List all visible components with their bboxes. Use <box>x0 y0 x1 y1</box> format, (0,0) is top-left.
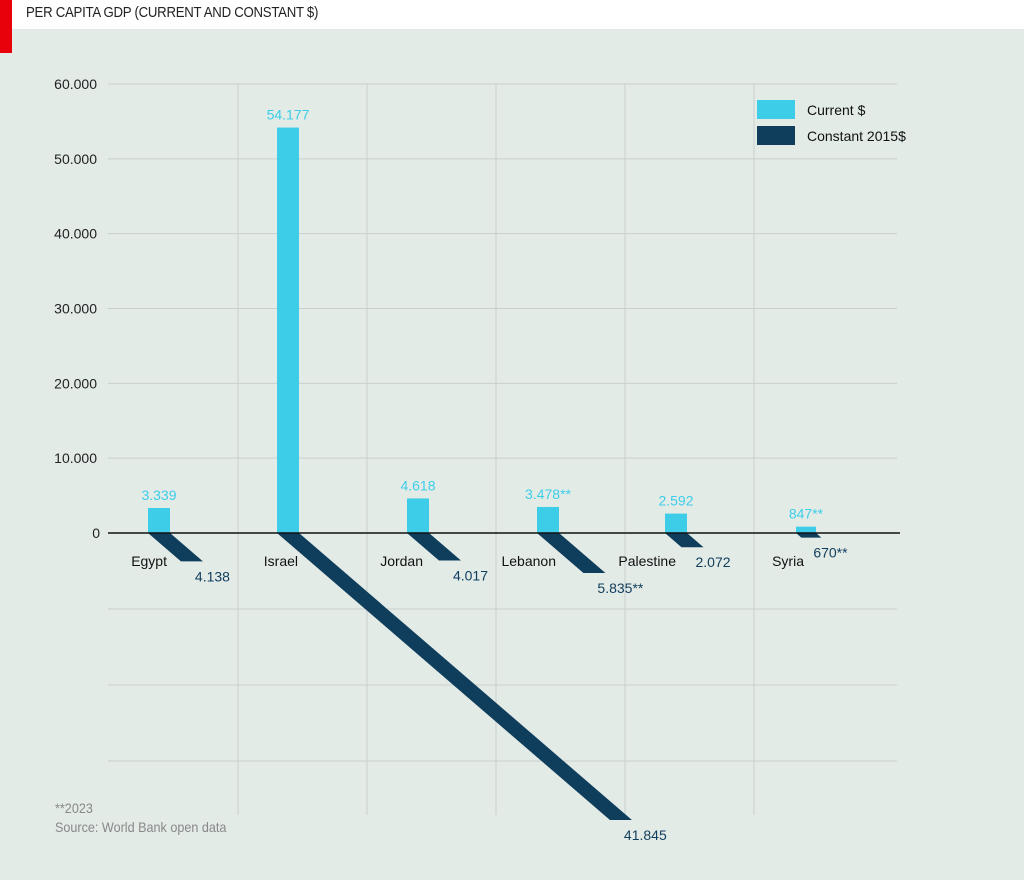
bar-current-syria <box>796 526 816 533</box>
bar-constant-jordan <box>407 533 461 561</box>
chart-title: PER CAPITA GDP (CURRENT AND CONSTANT $) <box>26 4 319 21</box>
value-label-constant: 4.138 <box>195 568 230 584</box>
category-label: Lebanon <box>501 553 556 569</box>
value-label-current: 2.592 <box>658 493 693 509</box>
value-label-constant: 2.072 <box>695 554 730 570</box>
value-label-current: 4.618 <box>400 477 435 493</box>
header-bar <box>0 0 1024 29</box>
y-tick-label: 20.000 <box>54 375 97 391</box>
value-label-current: 3.339 <box>141 487 176 503</box>
category-label: Syria <box>772 553 804 569</box>
value-label-constant: 5.835** <box>597 580 643 596</box>
value-label-current: 54.177 <box>267 107 310 123</box>
footnote: **2023 <box>55 800 93 816</box>
legend-label-constant: Constant 2015$ <box>807 128 906 144</box>
category-label: Israel <box>264 553 298 569</box>
y-tick-label: 60.000 <box>54 76 97 92</box>
y-tick-label: 50.000 <box>54 151 97 167</box>
bar-constant-syria <box>796 533 822 538</box>
y-tick-label: 10.000 <box>54 450 97 466</box>
category-label: Jordan <box>380 553 423 569</box>
value-label-constant: 41.845 <box>624 827 667 843</box>
value-label-constant: 4.017 <box>453 568 488 584</box>
bar-constant-palestine <box>665 533 704 548</box>
y-tick-label: 40.000 <box>54 226 97 242</box>
legend-label-current: Current $ <box>807 102 866 118</box>
category-label: Palestine <box>618 553 676 569</box>
accent-mark <box>0 0 12 53</box>
source-note: Source: World Bank open data <box>55 819 227 835</box>
legend-swatch-current <box>757 100 795 119</box>
bar-current-israel <box>277 127 299 534</box>
value-label-current: 3.478** <box>525 486 571 502</box>
value-label-constant: 670** <box>813 545 848 561</box>
bar-current-palestine <box>665 513 687 533</box>
y-tick-label: 30.000 <box>54 301 97 317</box>
bar-constant-lebanon <box>537 533 606 574</box>
bar-current-lebanon <box>537 506 559 533</box>
legend-swatch-constant <box>757 126 795 145</box>
bar-current-egypt <box>148 508 170 533</box>
bar-current-jordan <box>407 498 429 533</box>
bar-constant-israel <box>277 533 632 820</box>
category-label: Egypt <box>131 553 167 569</box>
bar-constant-egypt <box>148 533 203 562</box>
y-tick-label: 0 <box>92 525 100 541</box>
value-label-current: 847** <box>789 506 824 522</box>
